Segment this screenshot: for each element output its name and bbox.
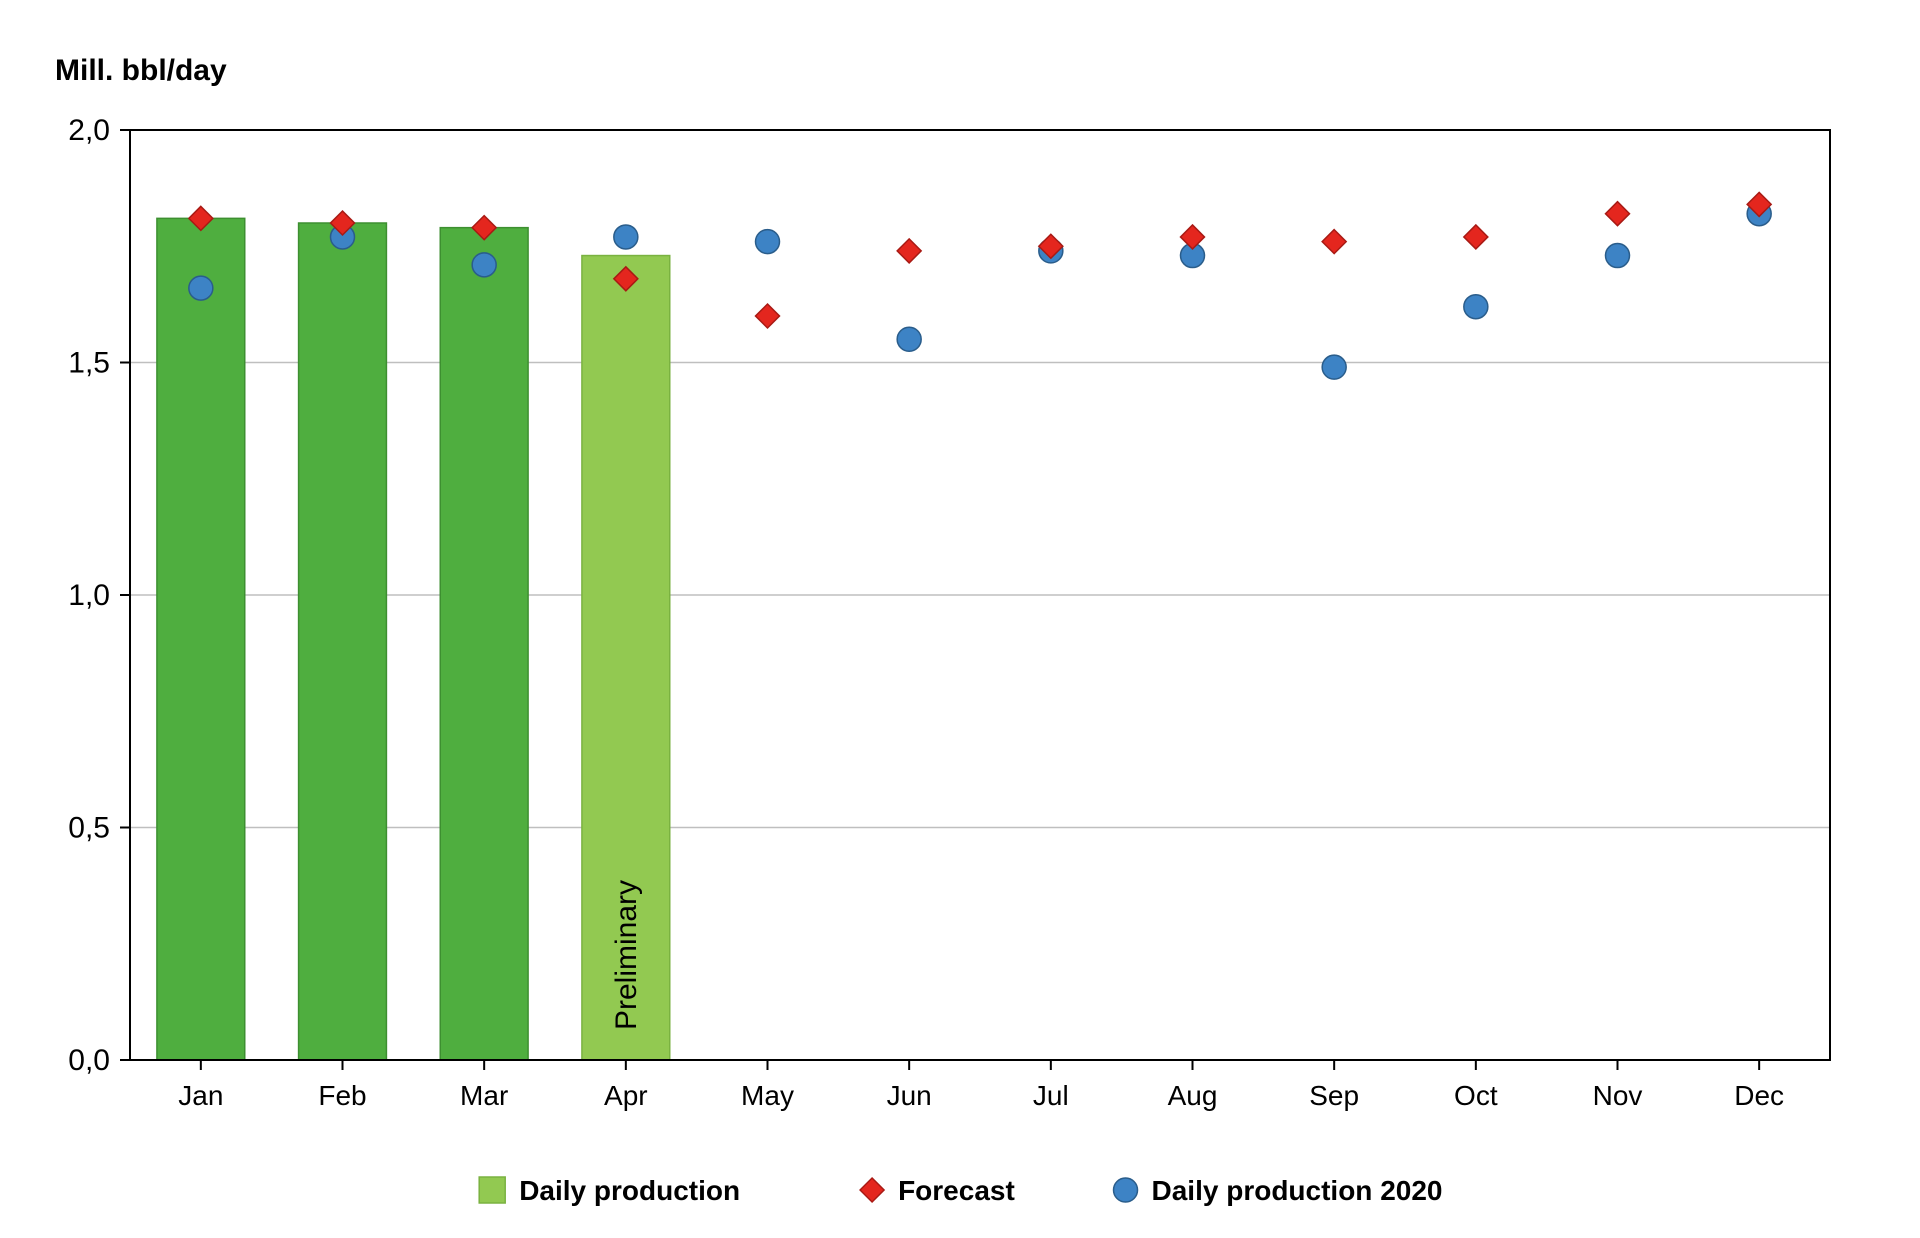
bar-daily-production	[157, 218, 245, 1060]
x-tick-label: Jun	[887, 1080, 932, 1111]
x-tick-label: Jul	[1033, 1080, 1069, 1111]
x-tick-label: Apr	[604, 1080, 648, 1111]
marker-daily-2020	[189, 276, 213, 300]
marker-daily-2020	[1606, 244, 1630, 268]
y-axis-title: Mill. bbl/day	[55, 54, 227, 87]
y-tick-label: 1,5	[68, 347, 110, 380]
legend-label: Daily production	[519, 1175, 740, 1206]
x-tick-label: May	[741, 1080, 794, 1111]
chart-container: { "chart": { "type": "bar+scatter", "y_a…	[0, 0, 1920, 1238]
legend-label: Daily production 2020	[1152, 1175, 1443, 1206]
marker-daily-2020	[614, 225, 638, 249]
marker-daily-2020	[472, 253, 496, 277]
x-tick-label: Sep	[1309, 1080, 1359, 1111]
y-tick-label: 1,0	[68, 579, 110, 612]
x-tick-label: Dec	[1734, 1080, 1784, 1111]
legend-label: Forecast	[898, 1175, 1015, 1206]
x-tick-label: Jan	[178, 1080, 223, 1111]
y-tick-label: 2,0	[68, 114, 110, 147]
legend-swatch-daily-production	[479, 1177, 505, 1203]
bar-daily-production	[440, 228, 528, 1060]
x-tick-label: Oct	[1454, 1080, 1498, 1111]
marker-daily-2020	[756, 230, 780, 254]
x-tick-label: Nov	[1593, 1080, 1643, 1111]
marker-daily-2020	[1322, 355, 1346, 379]
marker-daily-2020	[897, 327, 921, 351]
x-tick-label: Mar	[460, 1080, 508, 1111]
x-tick-label: Aug	[1168, 1080, 1218, 1111]
x-tick-label: Feb	[318, 1080, 366, 1111]
marker-daily-2020	[1464, 295, 1488, 319]
bar-daily-production	[299, 223, 387, 1060]
legend-swatch-daily-2020	[1114, 1178, 1138, 1202]
preliminary-label: Preliminary	[610, 880, 643, 1030]
y-tick-label: 0,5	[68, 812, 110, 845]
production-chart: Mill. bbl/day 0,0 0,5 1,0 1,5 2,0 Preliminary J…	[0, 0, 1920, 1238]
y-tick-label: 0,0	[68, 1044, 110, 1077]
